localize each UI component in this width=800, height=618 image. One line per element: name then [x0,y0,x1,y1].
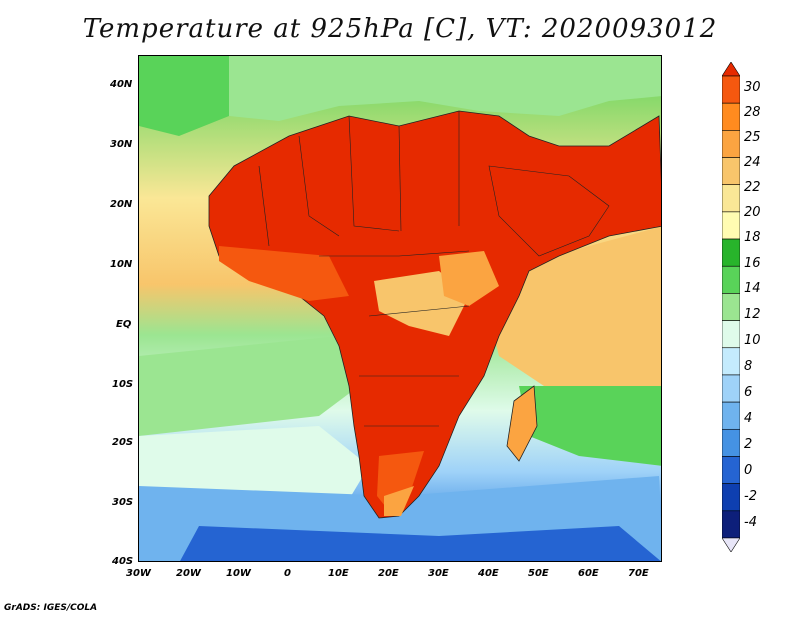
temperature-map [138,55,662,562]
colorbar-bottom-arrow [722,537,740,552]
colorbar-legend [722,62,740,552]
grads-credit: GrADS: IGES/COLA [4,603,98,613]
colorbar-top-arrow [722,62,740,77]
colorbar-label: 24 [744,155,761,170]
colorbar-label: -4 [744,515,757,530]
colorbar-segment [722,320,740,349]
colorbar-label: 22 [744,180,761,195]
colorbar-segment [722,75,740,104]
colorbar-segment [722,401,740,430]
colorbar-label: 20 [744,205,761,220]
lat-tick: 40N [110,79,133,90]
lon-tick: 30E [428,568,449,579]
colorbar-segment [722,157,740,186]
map-title: Temperature at 925hPa [C], VT: 202009301… [82,14,718,44]
lat-tick: 10N [110,259,133,270]
colorbar-segment [722,510,740,539]
colorbar-label: 14 [744,281,761,296]
lon-tick: 40E [478,568,499,579]
colorbar-segment [722,238,740,267]
colorbar-segment [722,374,740,403]
colorbar-label: 8 [744,359,753,374]
colorbar-segment [722,211,740,240]
colorbar-label: 25 [744,130,761,145]
colorbar-label: 30 [744,80,761,95]
lon-tick: 20E [378,568,399,579]
lon-tick: 30W [126,568,151,579]
lon-tick: 0 [284,568,291,579]
lon-tick: 60E [578,568,599,579]
colorbar-segment [722,102,740,131]
lat-tick: 40S [112,556,134,567]
colorbar-label: 4 [744,411,753,426]
lon-tick: 20W [176,568,201,579]
colorbar-segment [722,456,740,484]
lat-tick: 30S [112,497,134,508]
lon-tick: 10E [328,568,349,579]
colorbar-segment [722,428,740,457]
lat-tick: 20S [112,437,134,448]
lat-tick: EQ [116,319,132,330]
colorbar-segment [722,130,740,158]
colorbar-label: -2 [744,489,757,504]
lon-tick: 10W [226,568,251,579]
colorbar-label: 18 [744,230,761,245]
lat-tick: 30N [110,139,133,150]
colorbar-segment [722,184,740,213]
colorbar-label: 16 [744,256,761,271]
colorbar-label: 2 [744,437,753,452]
colorbar-segment [722,347,740,376]
lon-tick: 50E [528,568,549,579]
colorbar-label: 12 [744,307,761,322]
colorbar-segment [722,293,740,321]
lat-tick: 10S [112,379,134,390]
colorbar-label: 10 [744,333,761,348]
colorbar-label: 0 [744,463,753,478]
lon-tick: 70E [628,568,649,579]
colorbar-segment [722,483,740,512]
lat-tick: 20N [110,199,133,210]
colorbar-label: 6 [744,385,753,400]
colorbar-segment [722,265,740,294]
colorbar-label: 28 [744,105,761,120]
